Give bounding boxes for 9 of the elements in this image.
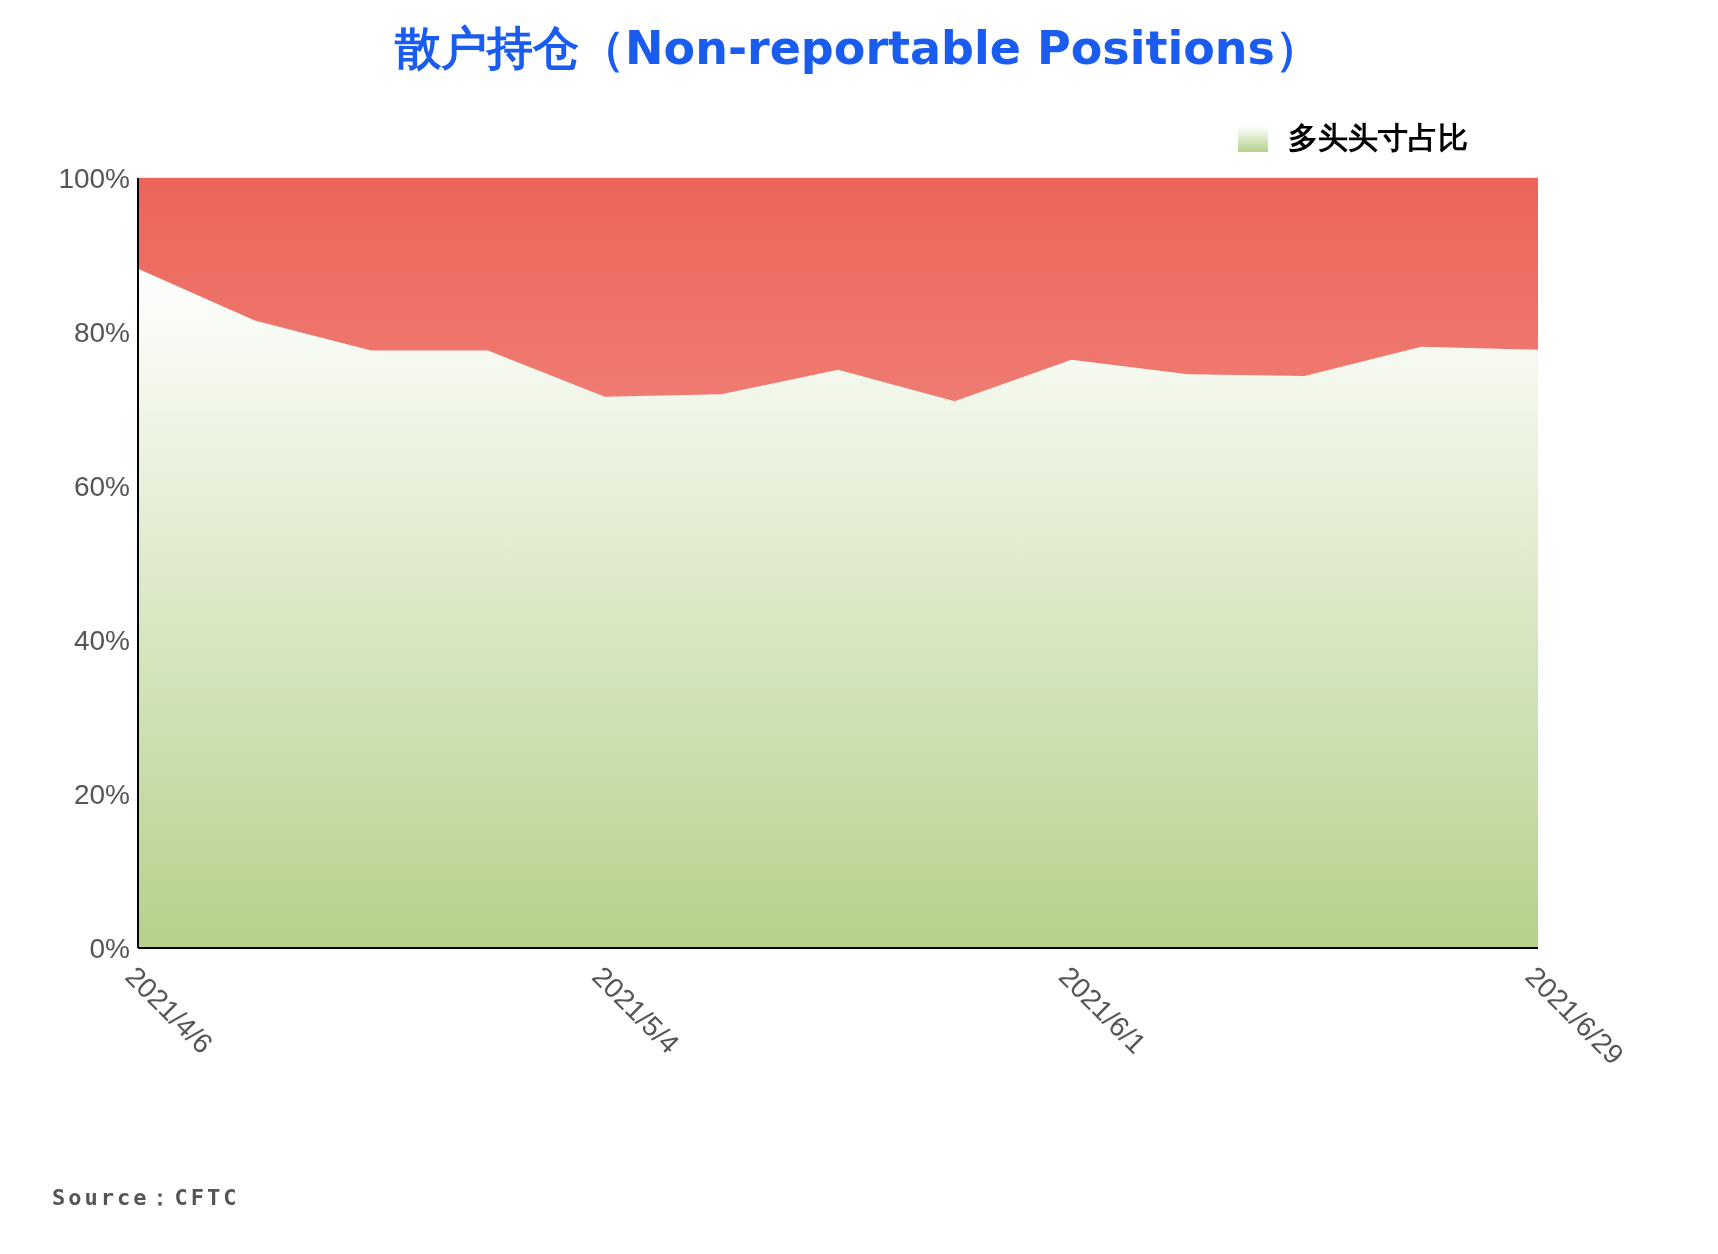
legend-label: 多头头寸占比 <box>1288 119 1468 157</box>
y-tick-label: 100% <box>58 162 130 194</box>
y-tick-label: 0% <box>89 932 130 964</box>
y-tick-label: 80% <box>73 316 130 348</box>
source-note: Source：CFTC <box>52 1184 240 1212</box>
y-tick-label: 60% <box>73 470 130 502</box>
y-tick-label: 20% <box>73 778 130 810</box>
y-tick-label: 40% <box>73 624 130 656</box>
chart-title: 散户持仓（Non-reportable Positions） <box>393 20 1322 77</box>
